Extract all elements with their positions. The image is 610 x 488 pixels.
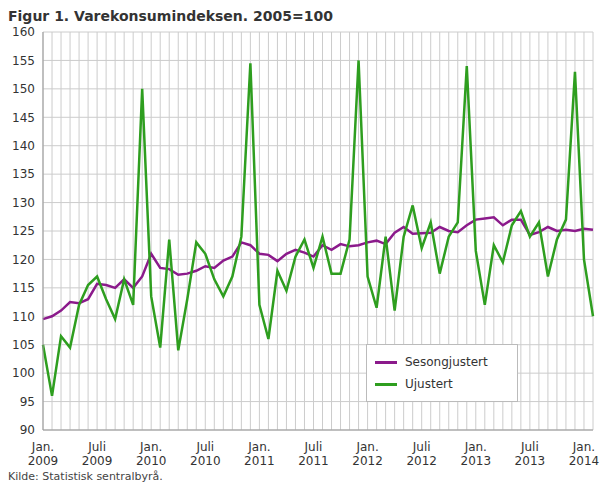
svg-text:Juli2013: Juli2013 [515,440,546,468]
svg-text:Jan.2010: Jan.2010 [136,440,167,468]
html-text:Kilde: Statistisk sentralbyrå.: Kilde: Statistisk sentralbyrå. [8,470,163,483]
svg-text:Juli2011: Juli2011 [298,440,329,468]
svg-text:90: 90 [20,423,35,437]
svg-text:140: 140 [12,139,35,153]
svg-text:115: 115 [12,281,35,295]
html-text:Ujustert: Ujustert [405,377,453,391]
svg-text:Jan.2013: Jan.2013 [461,440,492,468]
svg-text:135: 135 [12,167,35,181]
svg-text:120: 120 [12,253,35,267]
svg-text:150: 150 [12,82,35,96]
svg-text:Juli2009: Juli2009 [82,440,113,468]
svg-text:125: 125 [12,224,35,238]
html-text:Figur 1. Varekonsumindeksen. 2: Figur 1. Varekonsumindeksen. 2005=100 [8,8,333,24]
svg-text:Jan.2012: Jan.2012 [352,440,383,468]
svg-text:95: 95 [20,395,35,409]
svg-text:110: 110 [12,310,35,324]
svg-text:Juli2012: Juli2012 [406,440,437,468]
svg-text:105: 105 [12,338,35,352]
svg-text:155: 155 [12,54,35,68]
svg-text:Jan.2014: Jan.2014 [569,440,600,468]
svg-text:Juli2010: Juli2010 [190,440,221,468]
html-text:Sesongjustert: Sesongjustert [405,355,488,369]
svg-text:130: 130 [12,196,35,210]
svg-text:160: 160 [12,25,35,39]
svg-text:Jan.2011: Jan.2011 [244,440,275,468]
svg-text:100: 100 [12,366,35,380]
svg-text:145: 145 [12,111,35,125]
svg-text:Jan.2009: Jan.2009 [28,440,59,468]
